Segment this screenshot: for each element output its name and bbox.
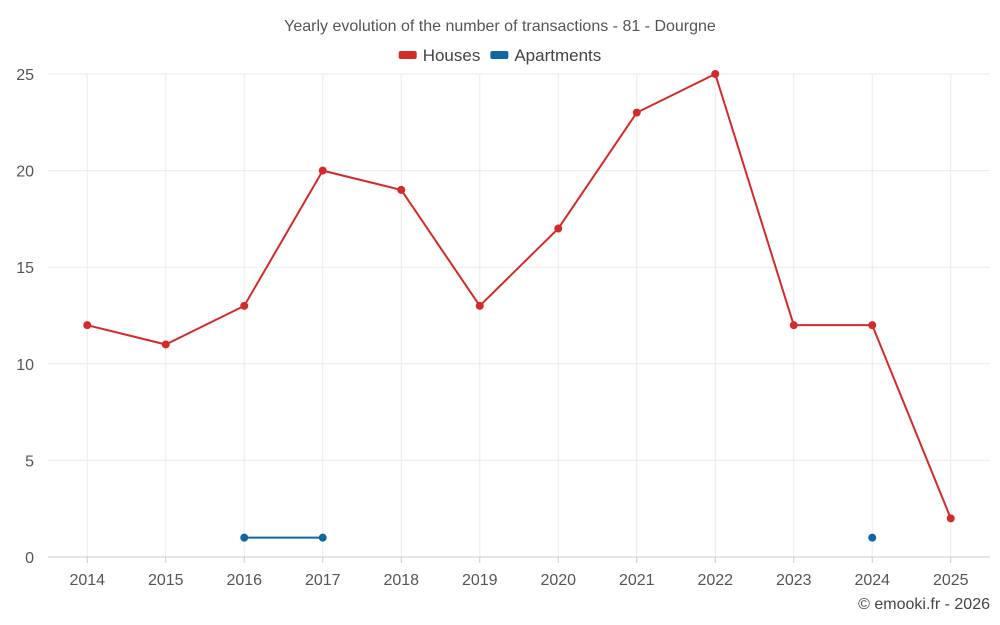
houses-line xyxy=(87,73,952,519)
x-tick-label: 2021 xyxy=(619,572,655,589)
y-tick-label: 15 xyxy=(16,260,34,277)
series xyxy=(83,70,955,542)
x-tick-label: 2025 xyxy=(933,572,969,589)
apartments-point[interactable] xyxy=(240,533,249,542)
houses-point[interactable] xyxy=(711,70,720,78)
houses-point[interactable] xyxy=(554,224,563,233)
legend[interactable]: Houses Apartments xyxy=(398,46,602,65)
series-houses xyxy=(83,70,955,523)
series-apartments xyxy=(240,533,877,542)
apartments-point[interactable] xyxy=(868,533,877,542)
y-tick-label: 5 xyxy=(25,453,34,470)
houses-point[interactable] xyxy=(868,321,877,330)
x-tick-label: 2023 xyxy=(776,572,812,589)
y-tick-label: 10 xyxy=(16,357,34,374)
x-tick-label: 2015 xyxy=(148,572,184,589)
x-tick-label: 2017 xyxy=(305,572,341,589)
legend-item-apartments[interactable]: Apartments xyxy=(490,46,601,65)
legend-item-houses[interactable]: Houses xyxy=(398,46,481,65)
legend-label: Apartments xyxy=(514,46,601,65)
houses-point[interactable] xyxy=(161,340,170,349)
legend-swatch xyxy=(398,51,417,59)
y-tick-label: 0 xyxy=(25,550,34,567)
houses-point[interactable] xyxy=(632,108,641,117)
x-tick-label: 2024 xyxy=(854,572,890,589)
houses-point[interactable] xyxy=(83,321,92,330)
houses-point[interactable] xyxy=(240,301,249,310)
legend-swatch xyxy=(490,51,509,59)
x-tick-label: 2016 xyxy=(226,572,262,589)
y-tick-label: 25 xyxy=(16,67,34,84)
houses-point[interactable] xyxy=(318,166,327,175)
y-tick-label: 20 xyxy=(16,164,34,181)
credit-text: © emooki.fr - 2026 xyxy=(858,596,990,613)
x-tick-label: 2019 xyxy=(462,572,498,589)
x-tick-label: 2018 xyxy=(383,572,419,589)
houses-point[interactable] xyxy=(397,185,406,194)
houses-point[interactable] xyxy=(789,321,798,330)
x-tick-label: 2014 xyxy=(69,572,105,589)
houses-point[interactable] xyxy=(946,514,955,523)
x-tick-label: 2022 xyxy=(697,572,733,589)
houses-point[interactable] xyxy=(475,301,484,310)
legend-label: Houses xyxy=(423,46,481,65)
chart-title: Yearly evolution of the number of transa… xyxy=(284,18,716,35)
apartments-point[interactable] xyxy=(318,533,327,542)
grid xyxy=(48,73,990,557)
x-tick-label: 2020 xyxy=(540,572,576,589)
